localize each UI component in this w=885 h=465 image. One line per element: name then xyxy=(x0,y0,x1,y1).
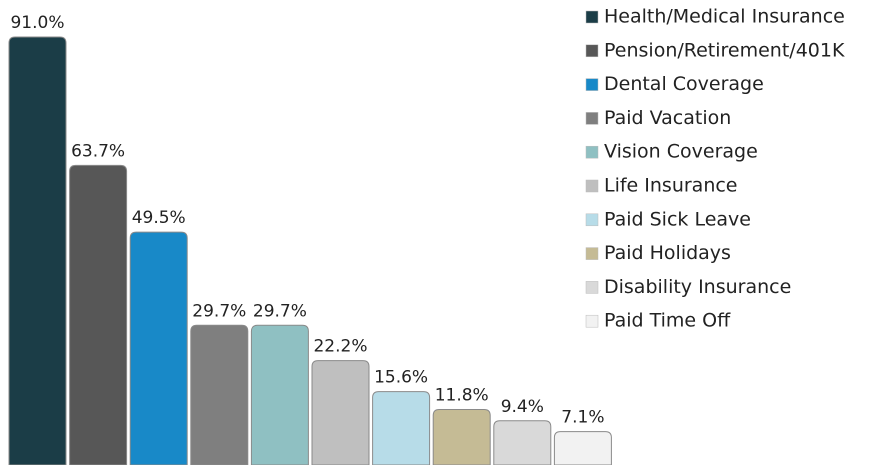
legend-swatch xyxy=(585,281,599,294)
value-label: 63.7% xyxy=(71,141,125,161)
value-label: 15.6% xyxy=(374,368,428,388)
legend-label: Paid Holidays xyxy=(604,242,731,264)
bar xyxy=(311,360,370,465)
value-label: 22.2% xyxy=(313,337,367,357)
bar xyxy=(372,391,431,465)
legend-label: Disability Insurance xyxy=(604,276,791,298)
legend-label: Health/Medical Insurance xyxy=(604,6,845,28)
legend-swatch xyxy=(585,78,599,91)
value-label: 29.7% xyxy=(253,301,307,321)
value-label: 91.0% xyxy=(10,13,64,33)
legend-label: Life Insurance xyxy=(604,175,738,197)
legend-label: Paid Time Off xyxy=(604,310,731,332)
bar xyxy=(8,36,67,465)
bar xyxy=(129,231,188,465)
value-label: 29.7% xyxy=(192,301,246,321)
legend-swatch xyxy=(585,44,599,58)
legend-swatch xyxy=(585,179,599,193)
legend-swatch xyxy=(585,247,599,260)
value-label: 9.4% xyxy=(501,397,544,417)
bar xyxy=(69,164,128,465)
bar xyxy=(432,409,491,465)
legend-label: Dental Coverage xyxy=(604,73,764,95)
value-label: 49.5% xyxy=(132,208,186,228)
bar xyxy=(553,431,612,465)
bar xyxy=(250,324,309,465)
legend-label: Paid Sick Leave xyxy=(604,208,751,230)
legend-swatch xyxy=(585,314,599,328)
legend-swatch xyxy=(585,213,599,227)
value-label: 11.8% xyxy=(435,386,489,406)
bar xyxy=(190,324,249,465)
legend-swatch xyxy=(585,145,599,159)
legend-swatch xyxy=(585,112,599,125)
legend-label: Vision Coverage xyxy=(604,141,758,163)
legend-label: Paid Vacation xyxy=(604,107,731,129)
legend-swatch xyxy=(585,10,599,24)
legend-label: Pension/Retirement/401K xyxy=(604,39,845,61)
value-label: 7.1% xyxy=(561,408,604,428)
bar xyxy=(493,420,552,465)
